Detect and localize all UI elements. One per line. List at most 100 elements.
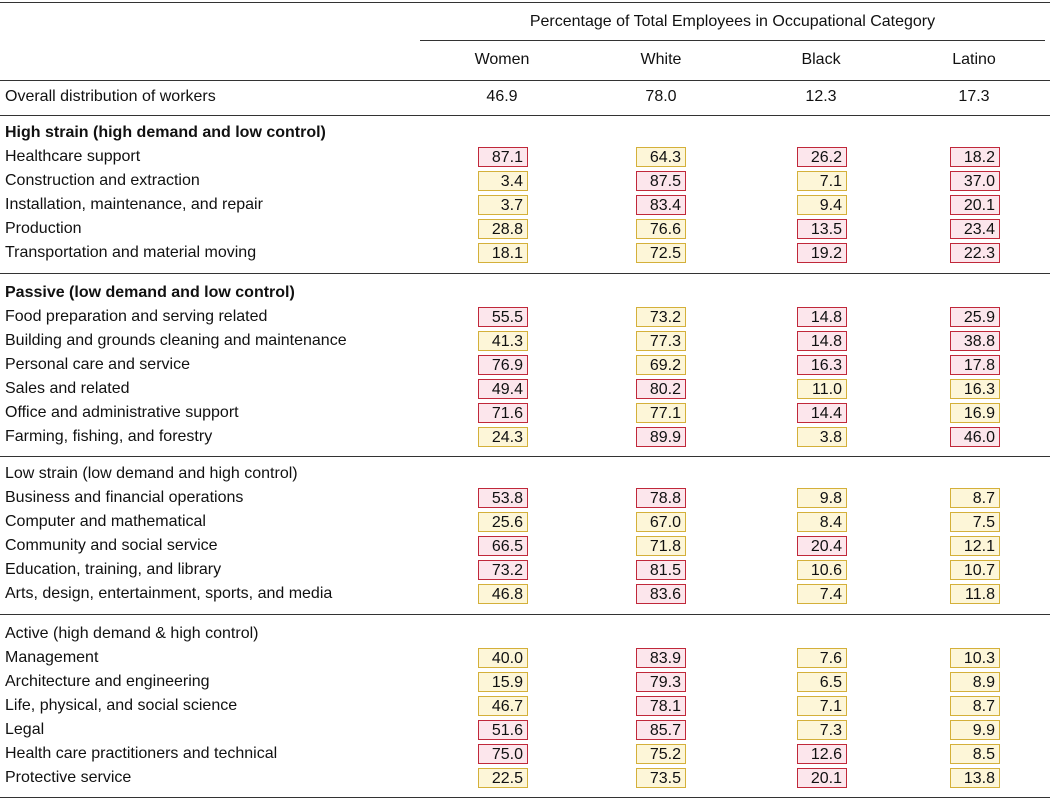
row-label: Production [5, 220, 82, 237]
row-label: Personal care and service [5, 356, 190, 373]
cell-value: 6.5 [797, 672, 847, 692]
cell-value: 18.2 [950, 147, 1000, 167]
cell-value: 83.6 [636, 584, 686, 604]
cell-value: 10.7 [950, 560, 1000, 580]
cell-value: 16.9 [950, 403, 1000, 423]
cell-value: 17.8 [950, 355, 1000, 375]
row-label: Health care practitioners and technical [5, 745, 278, 762]
cell-value: 19.2 [797, 243, 847, 263]
row-label: Installation, maintenance, and repair [5, 196, 263, 213]
cell-value: 46.8 [478, 584, 528, 604]
cell-value: 16.3 [797, 355, 847, 375]
cell-value: 11.0 [797, 379, 847, 399]
row-label: Legal [5, 721, 45, 738]
row-label: Management [5, 649, 99, 666]
column-header: Black [801, 51, 841, 68]
cell-value: 10.3 [950, 648, 1000, 668]
column-header: Women [474, 51, 530, 68]
cell-value: 7.3 [797, 720, 847, 740]
rule [420, 40, 1045, 41]
cell-value: 51.6 [478, 720, 528, 740]
cell-value: 66.5 [478, 536, 528, 556]
cell-value: 13.8 [950, 768, 1000, 788]
row-label: Construction and extraction [5, 172, 200, 189]
cell-value: 77.3 [636, 331, 686, 351]
cell-value: 78.8 [636, 488, 686, 508]
rule [0, 614, 1050, 615]
row-label: Life, physical, and social science [5, 697, 238, 714]
cell-value: 14.8 [797, 331, 847, 351]
row-label: Computer and mathematical [5, 513, 206, 530]
cell-value: 78.1 [636, 696, 686, 716]
cell-value: 41.3 [478, 331, 528, 351]
cell-value: 16.3 [950, 379, 1000, 399]
cell-value: 55.5 [478, 307, 528, 327]
cell-value: 76.6 [636, 219, 686, 239]
cell-value: 8.4 [797, 512, 847, 532]
cell-value: 25.6 [478, 512, 528, 532]
cell-value: 3.8 [797, 427, 847, 447]
cell-value: 40.0 [478, 648, 528, 668]
cell-value: 46.7 [478, 696, 528, 716]
cell-value: 25.9 [950, 307, 1000, 327]
cell-value: 3.4 [478, 171, 528, 191]
cell-value: 12.6 [797, 744, 847, 764]
spanner: Percentage of Total Employees in Occupat… [529, 13, 936, 30]
cell-value: 7.6 [797, 648, 847, 668]
cell-value: 38.8 [950, 331, 1000, 351]
row-label: Architecture and engineering [5, 673, 210, 690]
cell-value: 87.1 [478, 147, 528, 167]
cell-value: 7.1 [797, 171, 847, 191]
row-label: Office and administrative support [5, 404, 239, 421]
cell-value: 53.8 [478, 488, 528, 508]
cell-value: 80.2 [636, 379, 686, 399]
cell-value: 18.1 [478, 243, 528, 263]
rule [0, 2, 1050, 3]
group-title: Low strain (low demand and high control) [5, 465, 298, 482]
row-label: Transportation and material moving [5, 244, 257, 261]
row-label: Sales and related [5, 380, 130, 397]
column-header: White [640, 51, 682, 68]
cell-value: 3.7 [478, 195, 528, 215]
cell-value: 22.5 [478, 768, 528, 788]
group-title: Active (high demand & high control) [5, 625, 259, 642]
row-label: Protective service [5, 769, 132, 786]
cell-value: 8.7 [950, 696, 1000, 716]
row-label: Business and financial operations [5, 489, 244, 506]
row-label: Healthcare support [5, 148, 141, 165]
cell-value: 12.1 [950, 536, 1000, 556]
cell-value: 89.9 [636, 427, 686, 447]
rule [0, 273, 1050, 274]
cell-value: 71.6 [478, 403, 528, 423]
cell-value: 7.5 [950, 512, 1000, 532]
cell-value: 37.0 [950, 171, 1000, 191]
rule [0, 456, 1050, 457]
cell-value: 72.5 [636, 243, 686, 263]
cell-value: 71.8 [636, 536, 686, 556]
cell-value: 69.2 [636, 355, 686, 375]
cell-value: 9.4 [797, 195, 847, 215]
cell-value: 8.7 [950, 488, 1000, 508]
cell-value: 7.4 [797, 584, 847, 604]
overall-value: 78.0 [645, 88, 677, 105]
row-label: Education, training, and library [5, 561, 222, 578]
cell-value: 8.5 [950, 744, 1000, 764]
row-label: Overall distribution of workers [5, 88, 216, 105]
cell-value: 64.3 [636, 147, 686, 167]
cell-value: 81.5 [636, 560, 686, 580]
column-header: Latino [952, 51, 996, 68]
row-label: Community and social service [5, 537, 218, 554]
rule [0, 80, 1050, 81]
row-label: Arts, design, entertainment, sports, and… [5, 585, 333, 602]
cell-value: 7.1 [797, 696, 847, 716]
cell-value: 83.9 [636, 648, 686, 668]
cell-value: 11.8 [950, 584, 1000, 604]
cell-value: 9.8 [797, 488, 847, 508]
cell-value: 20.1 [797, 768, 847, 788]
overall-value: 17.3 [958, 88, 990, 105]
cell-value: 67.0 [636, 512, 686, 532]
cell-value: 20.1 [950, 195, 1000, 215]
cell-value: 28.8 [478, 219, 528, 239]
row-label: Farming, fishing, and forestry [5, 428, 213, 445]
